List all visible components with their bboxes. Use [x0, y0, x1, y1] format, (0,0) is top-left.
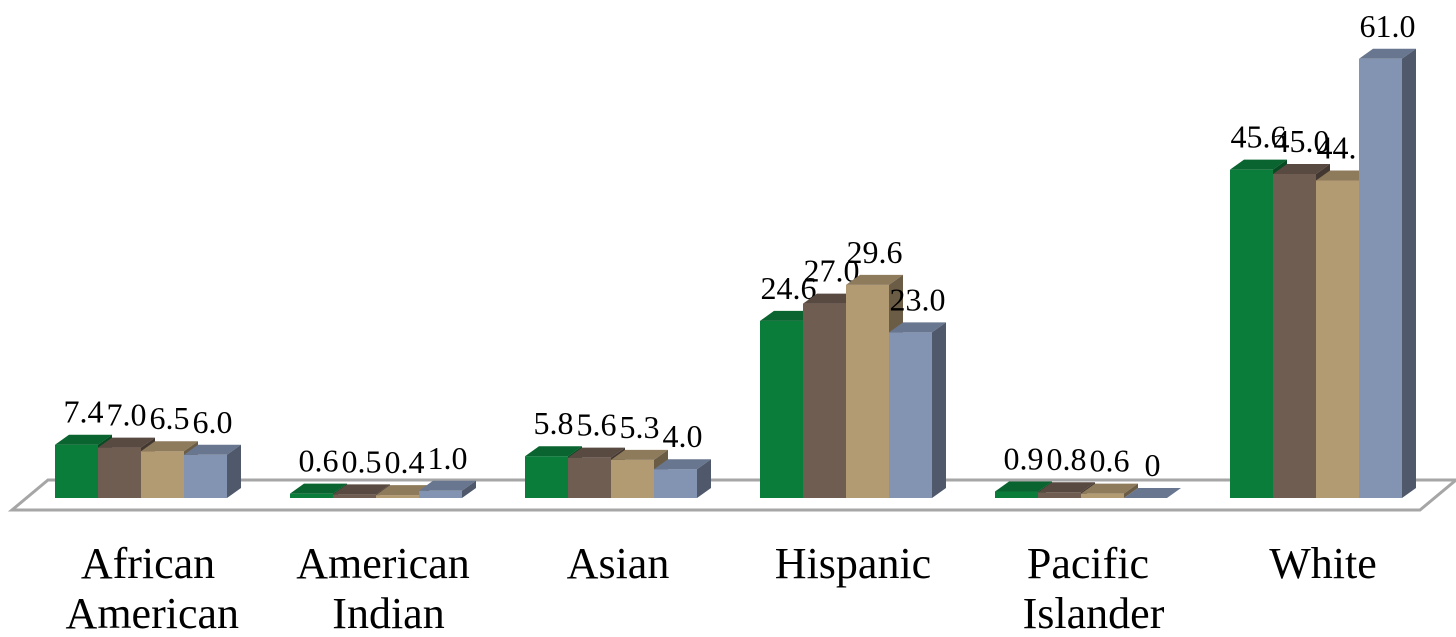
bar-top	[141, 441, 198, 452]
x-tick-label: American Indian	[296, 539, 469, 637]
x-tick-label: Asian	[567, 539, 670, 588]
bar-top	[1316, 170, 1373, 181]
bar	[803, 303, 846, 498]
value-label: 0	[1145, 447, 1161, 483]
bar	[995, 491, 1038, 498]
value-label: 4.0	[663, 418, 703, 454]
bar-top	[654, 459, 711, 470]
value-label: 0.6	[1090, 443, 1130, 479]
value-label: 5.3	[620, 409, 660, 445]
value-label: 7.0	[107, 397, 147, 433]
bar-top	[184, 444, 241, 455]
bar-top	[1038, 482, 1095, 493]
bar-top	[760, 310, 817, 321]
bar	[760, 320, 803, 498]
bar-top	[290, 483, 347, 494]
bar	[611, 459, 654, 498]
value-label: 29.6	[847, 234, 903, 270]
value-label: 45.0	[1274, 123, 1330, 159]
bar-top	[1081, 483, 1138, 494]
bar-top	[1230, 159, 1287, 170]
bar	[376, 495, 419, 498]
bar-top	[846, 274, 903, 285]
bar	[889, 332, 932, 498]
bar-top	[1124, 488, 1181, 498]
bar	[654, 469, 697, 498]
bar	[55, 444, 98, 498]
bar-side	[227, 444, 241, 498]
x-tick-label: White	[1269, 539, 1377, 588]
bar-top	[611, 449, 668, 460]
bar	[1081, 493, 1124, 498]
bar-side	[932, 322, 946, 498]
bar	[525, 456, 568, 498]
bar-top	[55, 434, 112, 445]
x-tick-label: Pacific Islander	[1012, 539, 1165, 637]
bar	[1316, 180, 1359, 499]
bar-top	[889, 322, 946, 333]
bar-top	[803, 293, 860, 304]
x-tick-label: African American	[57, 539, 239, 637]
bar	[568, 457, 611, 498]
bar-top	[98, 437, 155, 448]
bar-top	[1359, 48, 1416, 59]
bar	[846, 284, 889, 498]
bar	[419, 490, 462, 498]
bar	[1273, 174, 1316, 498]
x-tick-label: Hispanic	[775, 539, 931, 588]
bar	[1230, 169, 1273, 498]
value-label: 45.6	[1231, 119, 1287, 155]
bar	[98, 447, 141, 498]
bar-side	[1124, 483, 1138, 498]
value-label: 0.4	[385, 444, 425, 480]
value-label: 7.4	[64, 394, 104, 430]
bar-side	[1402, 48, 1416, 499]
bar	[184, 454, 227, 498]
value-label: 0.5	[342, 443, 382, 479]
bar-top	[1273, 164, 1330, 174]
value-label: 5.8	[534, 405, 574, 441]
value-label: 6.0	[193, 404, 233, 440]
value-label: 1.0	[428, 440, 468, 476]
bar	[141, 451, 184, 498]
value-label: 0.9	[1004, 441, 1044, 477]
value-label: 23.0	[890, 281, 946, 317]
bar	[1038, 492, 1081, 498]
bar	[1359, 58, 1402, 499]
value-label: 61.0	[1360, 8, 1416, 44]
value-label: 0.8	[1047, 441, 1087, 477]
bar-side	[462, 480, 476, 498]
bar-side	[697, 459, 711, 498]
bar-top	[333, 484, 390, 495]
bar-top	[419, 480, 476, 491]
value-label: 0.6	[299, 443, 339, 479]
value-label: 6.5	[150, 400, 190, 436]
bar	[290, 493, 333, 498]
bar-top	[376, 485, 433, 496]
value-label: 24.6	[761, 270, 817, 306]
bar-top	[525, 446, 582, 457]
bar-top	[995, 481, 1052, 492]
value-label: 5.6	[577, 407, 617, 443]
bar-top	[568, 447, 625, 458]
bar	[333, 494, 376, 498]
